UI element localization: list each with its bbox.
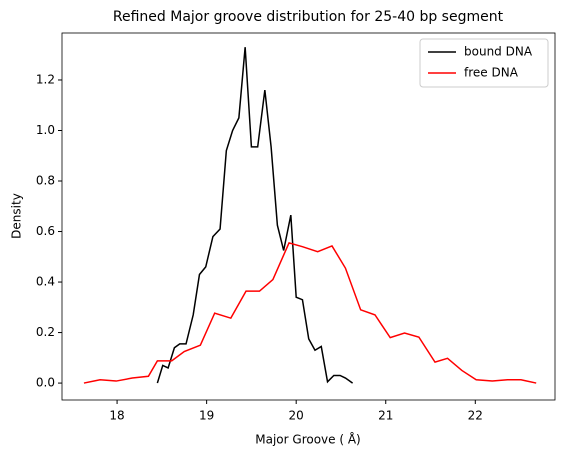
y-tick-label: 0.4 xyxy=(36,275,55,289)
y-tick-label: 0.0 xyxy=(36,376,55,390)
x-tick-label: 18 xyxy=(109,409,124,423)
y-tick-label: 0.8 xyxy=(36,174,55,188)
x-tick-label: 20 xyxy=(289,409,304,423)
line xyxy=(156,47,354,384)
legend-label: bound DNA xyxy=(464,45,533,59)
y-tick-label: 0.6 xyxy=(36,224,55,238)
y-tick-label: 0.2 xyxy=(36,325,55,339)
y-axis-label: Density xyxy=(10,193,24,239)
y-tick-label: 1.2 xyxy=(36,72,55,86)
legend-box xyxy=(419,38,549,88)
x-tick-label: 21 xyxy=(378,409,393,423)
chart-title: Refined Major groove distribution for 25… xyxy=(113,9,504,25)
line xyxy=(83,241,537,384)
y-tick-label: 1.0 xyxy=(36,123,55,137)
x-axis-label: Major Groove ( Å) xyxy=(255,432,360,447)
x-tick-label: 19 xyxy=(199,409,214,423)
x-tick-label: 22 xyxy=(468,409,483,423)
plot-frame xyxy=(61,32,556,401)
legend-label: free DNA xyxy=(464,66,519,80)
